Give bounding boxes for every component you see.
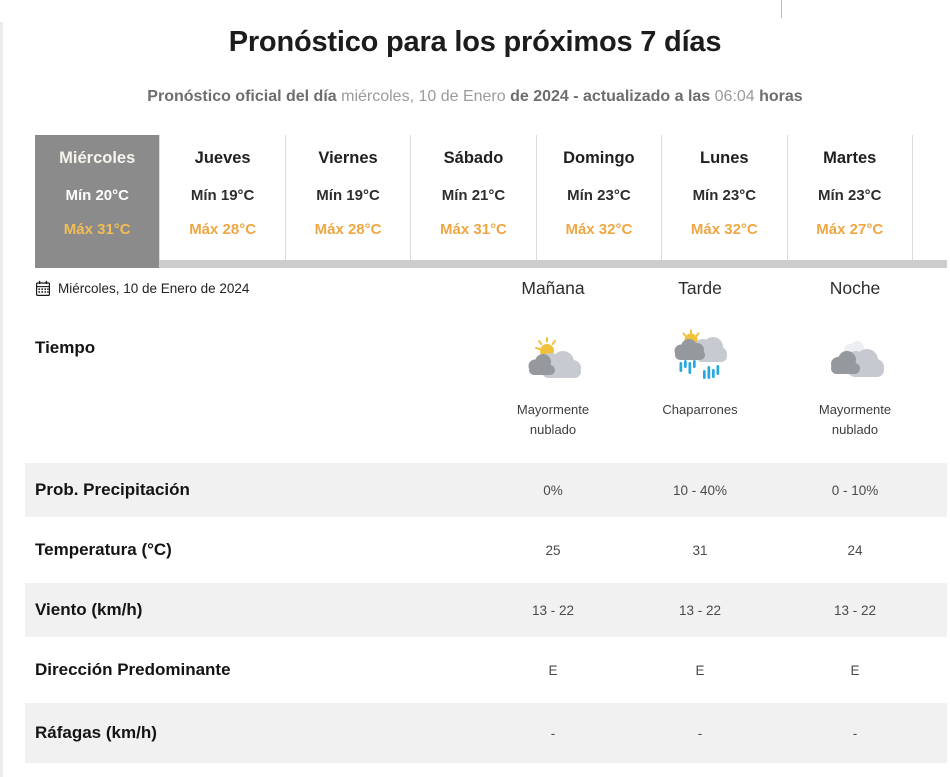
day-tab-viernes[interactable]: Viernes Mín 19°C Máx 28°C (284, 135, 411, 260)
day-tab-max-temp: Máx 27°C (816, 221, 884, 238)
top-divider-tick (781, 0, 782, 18)
page-title: Pronóstico para los próximos 7 días (228, 26, 722, 58)
row-value-manana: E (548, 662, 558, 678)
weather-cell-tarde: Chaparrones (626, 320, 774, 440)
subtitle-segment: miércoles, 10 de Enero (341, 88, 511, 105)
row-value-manana: - (550, 725, 556, 741)
row-value-noche: 13 - 22 (833, 602, 877, 618)
column-header-manana: Mañana (521, 278, 585, 298)
row-value-manana: 25 (545, 542, 561, 558)
weather-caption: Mayormente nublado (818, 402, 892, 438)
weather-cell-manana: Mayormente nublado (480, 320, 626, 440)
day-tab-max-temp: Máx 32°C (565, 221, 633, 238)
day-tab-max-temp: Máx 32°C (690, 221, 758, 238)
mostly-cloudy-day-icon (528, 337, 581, 378)
day-tab-min-temp: Mín 21°C (441, 187, 506, 204)
row-value-tarde: 13 - 22 (678, 602, 722, 618)
day-tab-jueves[interactable]: Jueves Mín 19°C Máx 28°C (159, 135, 285, 260)
row-value-tarde: - (697, 725, 703, 741)
row-label: Temperatura (°C) (35, 540, 172, 559)
row-value-noche: - (852, 725, 858, 741)
row-label: Prob. Precipitación (35, 480, 190, 499)
table-row-gusts: Ráfagas (km/h) - - - (25, 703, 947, 763)
row-value-tarde: 10 - 40% (672, 482, 728, 498)
row-label: Viento (km/h) (35, 600, 143, 619)
subtitle-segment: Pronóstico oficial del día (147, 88, 342, 105)
tab-underline-bar (35, 260, 947, 268)
table-row-wind-direction: Dirección Predominante E E E (25, 637, 947, 703)
mostly-cloudy-night-icon (831, 341, 884, 377)
forecast-subtitle: Pronóstico oficial del día miércoles, 10… (0, 88, 950, 106)
subtitle-segment: 06:04 (714, 88, 760, 105)
day-tab-min-temp: Mín 20°C (65, 187, 129, 204)
table-row-precipitation: Prob. Precipitación 0% 10 - 40% 0 - 10% (25, 463, 947, 517)
row-value-tarde: 31 (692, 542, 708, 558)
table-row-wind: Viento (km/h) 13 - 22 13 - 22 13 - 22 (25, 583, 947, 637)
page-left-edge (0, 22, 3, 777)
day-tab-martes[interactable]: Martes Mín 23°C Máx 27°C (786, 135, 913, 260)
day-tab-domingo[interactable]: Domingo Mín 23°C Máx 32°C (535, 135, 662, 260)
day-tab-name: Domingo (563, 149, 635, 167)
day-tab-name: Miércoles (59, 149, 136, 167)
weather-caption: Mayormente nublado (516, 402, 590, 438)
weather-cell-noche: Mayormente nublado (774, 320, 936, 440)
day-tab-miercoles[interactable]: Miércoles Mín 20°C Máx 31°C (35, 135, 160, 268)
day-tab-name: Sábado (443, 149, 504, 167)
weather-row-label: Tiempo (35, 338, 96, 357)
row-value-manana: 13 - 22 (531, 602, 575, 618)
day-tab-lunes[interactable]: Lunes Mín 23°C Máx 32°C (661, 135, 787, 260)
day-tab-min-temp: Mín 19°C (316, 187, 380, 204)
row-value-noche: 0 - 10% (831, 482, 879, 498)
calendar-icon (36, 280, 51, 296)
day-tab-name: Jueves (194, 149, 251, 167)
showers-icon (674, 329, 727, 379)
day-tab-max-temp: Máx 28°C (314, 221, 382, 238)
selected-date-label: Miércoles, 10 de Enero de 2024 (58, 281, 250, 296)
subtitle-segment: horas (759, 88, 803, 105)
row-label: Dirección Predominante (35, 660, 231, 679)
day-tab-name: Viernes (318, 149, 378, 167)
column-header-tarde: Tarde (678, 278, 722, 298)
day-tab-name: Lunes (700, 149, 749, 167)
column-header-noche: Noche (829, 278, 881, 298)
row-value-noche: E (850, 662, 860, 678)
row-label: Ráfagas (km/h) (35, 723, 157, 742)
row-value-tarde: E (695, 662, 705, 678)
subtitle-segment: de 2024 - actualizado a las (510, 88, 715, 105)
day-tab-min-temp: Mín 23°C (692, 187, 757, 204)
day-tab-max-temp: Máx 31°C (63, 221, 131, 238)
day-tab-max-temp: Máx 28°C (189, 221, 257, 238)
weather-caption: Chaparrones (662, 402, 738, 417)
day-tab-sabado[interactable]: Sábado Mín 21°C Máx 31°C (410, 135, 536, 260)
detail-header-row: Miércoles, 10 de Enero de 2024 Mañana Ta… (25, 278, 947, 299)
selected-date: Miércoles, 10 de Enero de 2024 (25, 280, 480, 297)
day-tab-min-temp: Mín 23°C (817, 187, 882, 204)
row-value-noche: 24 (847, 542, 863, 558)
table-row-temperature: Temperatura (°C) 25 31 24 (25, 517, 947, 583)
day-tabs: Miércoles Mín 20°C Máx 31°C Jueves Mín 1… (35, 135, 913, 268)
day-tab-min-temp: Mín 23°C (567, 187, 631, 204)
day-tab-name: Martes (823, 149, 877, 167)
weather-row: Tiempo (25, 320, 947, 440)
day-tab-max-temp: Máx 31°C (440, 221, 507, 238)
row-value-manana: 0% (543, 482, 563, 498)
day-tab-min-temp: Mín 19°C (190, 187, 255, 204)
